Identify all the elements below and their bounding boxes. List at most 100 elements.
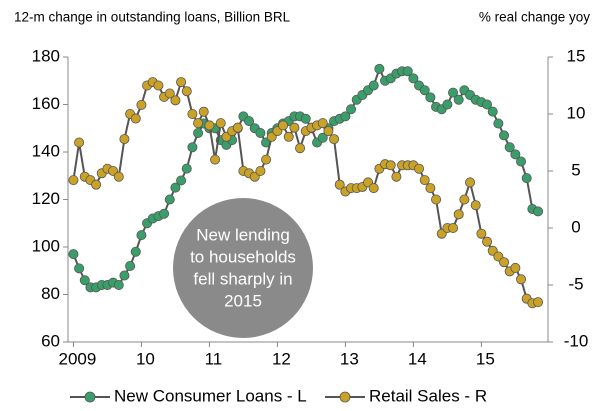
series-marker: [289, 122, 300, 133]
series-marker: [187, 142, 198, 153]
series-marker: [215, 118, 226, 129]
series-marker: [193, 127, 204, 138]
series-marker: [402, 66, 413, 77]
series-marker: [232, 122, 243, 133]
series-marker: [136, 230, 147, 241]
x-tick-label: 14: [408, 349, 427, 368]
series-marker: [181, 86, 192, 97]
series-marker: [164, 88, 175, 99]
series-marker: [193, 118, 204, 129]
series-marker: [198, 106, 209, 117]
y2-tick-label: 15: [567, 46, 586, 65]
series-marker: [91, 179, 102, 190]
series-marker: [159, 208, 170, 219]
y-tick-label: 140: [32, 141, 60, 160]
series-marker: [255, 165, 266, 176]
series-marker: [521, 173, 532, 184]
series-marker: [374, 63, 385, 74]
series-marker: [255, 127, 266, 138]
series-marker: [368, 183, 379, 194]
series-marker: [448, 222, 459, 233]
series-marker: [470, 200, 481, 211]
series-marker: [79, 275, 90, 286]
series-marker: [346, 104, 357, 115]
series-marker: [340, 111, 351, 122]
series-marker: [482, 99, 493, 110]
x-tick-label: 10: [136, 349, 155, 368]
series-marker: [283, 131, 294, 142]
series-marker: [244, 116, 255, 127]
series-marker: [295, 143, 306, 154]
annotation-text: to households: [190, 247, 296, 266]
x-tick-label: 11: [205, 349, 223, 368]
series-marker: [465, 177, 476, 188]
series-marker: [181, 163, 192, 174]
y2-tick-label: 10: [567, 103, 586, 122]
y2-tick-label: 0: [571, 217, 580, 236]
series-marker: [176, 77, 187, 88]
y-tick-label: 160: [32, 94, 60, 113]
annotation-text: New lending: [196, 225, 290, 244]
series-marker: [130, 246, 141, 257]
y2-tick-label: -5: [568, 274, 583, 293]
series-marker: [453, 94, 464, 105]
x-tick-label: 12: [272, 349, 291, 368]
series-marker: [113, 279, 124, 290]
series-marker: [68, 249, 79, 260]
series-marker: [419, 85, 430, 96]
series-marker: [516, 274, 527, 285]
legend-label: Retail Sales - R: [369, 386, 487, 405]
series-marker: [419, 175, 430, 186]
y-tick-label: 60: [41, 331, 60, 350]
series-marker: [476, 228, 487, 239]
y-tick-label: 100: [32, 236, 60, 255]
series-marker: [533, 297, 544, 308]
series-marker: [300, 113, 311, 124]
y2-axis-label: % real change yoy: [479, 10, 590, 25]
series-marker: [278, 120, 289, 131]
series-marker: [533, 206, 544, 217]
series-marker: [176, 175, 187, 186]
series-marker: [74, 263, 85, 274]
y2-tick-label: -10: [564, 331, 589, 350]
series-marker: [368, 80, 379, 91]
legend-marker: [84, 391, 96, 403]
legend-label: New Consumer Loans - L: [114, 386, 307, 405]
series-marker: [510, 149, 521, 160]
legend-marker: [339, 391, 351, 403]
series-marker: [504, 142, 515, 153]
series-marker: [385, 160, 396, 171]
series-marker: [130, 113, 141, 124]
series-marker: [493, 118, 504, 129]
series-marker: [499, 130, 510, 141]
series-marker: [487, 106, 498, 117]
y2-tick-label: 5: [571, 160, 580, 179]
x-tick-label: 15: [476, 349, 495, 368]
series-marker: [510, 262, 521, 273]
y-tick-label: 180: [32, 46, 60, 65]
series-marker: [119, 134, 130, 145]
series-marker: [153, 80, 164, 91]
series-marker: [391, 171, 402, 182]
series-marker: [448, 87, 459, 98]
y-tick-label: 120: [32, 189, 60, 208]
annotation-bubble: [173, 198, 313, 338]
series-marker: [425, 183, 436, 194]
series-marker: [164, 194, 175, 205]
series-marker: [170, 182, 181, 193]
series-marker: [119, 270, 130, 281]
series-marker: [187, 109, 198, 120]
series-marker: [74, 137, 85, 148]
series-marker: [482, 236, 493, 247]
series-marker: [334, 179, 345, 190]
series-marker: [323, 126, 334, 137]
series-marker: [125, 260, 136, 271]
annotation-text: 2015: [224, 291, 262, 310]
series-marker: [431, 194, 442, 205]
series-marker: [499, 257, 510, 268]
series-marker: [261, 154, 272, 165]
series-marker: [317, 132, 328, 143]
series-marker: [453, 209, 464, 220]
series-marker: [210, 154, 221, 165]
